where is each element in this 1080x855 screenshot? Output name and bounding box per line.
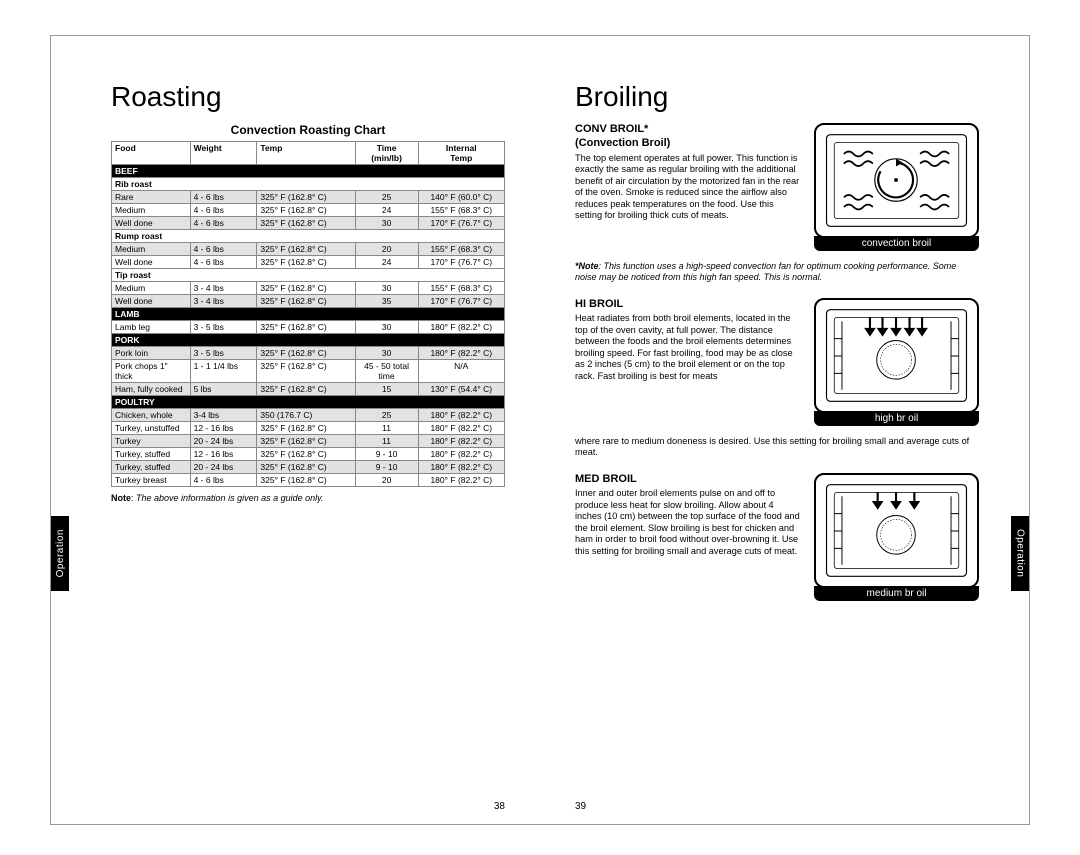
- hi-broil-body: Heat radiates from both broil elements, …: [575, 313, 800, 382]
- table-row: Lamb leg3 - 5 lbs325° F (162.8° C)30180°…: [112, 321, 505, 334]
- hi-broil-block: HI BROIL Heat radiates from both broil e…: [575, 298, 979, 426]
- table-row: Ham, fully cooked5 lbs325° F (162.8° C)1…: [112, 383, 505, 396]
- broiling-title: Broiling: [575, 81, 979, 113]
- page-number-left: 38: [494, 801, 505, 812]
- table-section-row: LAMB: [112, 308, 505, 321]
- table-row: Turkey, stuffed12 - 16 lbs325° F (162.8°…: [112, 448, 505, 461]
- hi-broil-continuation: where rare to medium doneness is desired…: [575, 436, 979, 459]
- roasting-table: FoodWeightTempTime(min/lb)InternalTemp B…: [111, 141, 505, 487]
- table-row: Rib roast: [112, 178, 505, 191]
- table-row: Medium4 - 6 lbs325° F (162.8° C)24155° F…: [112, 204, 505, 217]
- table-row: Pork loin3 - 5 lbs325° F (162.8° C)30180…: [112, 347, 505, 360]
- med-broil-block: MED BROIL Inner and outer broil elements…: [575, 473, 979, 601]
- chart-title: Convection Roasting Chart: [111, 123, 505, 137]
- hi-broil-diagram: high br oil: [814, 298, 979, 426]
- page-number-right: 39: [575, 801, 586, 812]
- conv-broil-diagram: convection broil: [814, 123, 979, 251]
- conv-broil-note: *Note: This function uses a high-speed c…: [575, 261, 979, 284]
- table-row: Pork chops 1" thick1 - 1 1/4 lbs325° F (…: [112, 360, 505, 383]
- conv-broil-body: The top element operates at full power. …: [575, 153, 800, 222]
- left-page: Roasting Convection Roasting Chart FoodW…: [51, 36, 540, 824]
- table-row: Turkey breast4 - 6 lbs325° F (162.8° C)2…: [112, 474, 505, 487]
- med-broil-heading: MED BROIL: [575, 473, 800, 487]
- table-header-row: FoodWeightTempTime(min/lb)InternalTemp: [112, 142, 505, 165]
- table-row: Chicken, whole3-4 lbs350 (176.7 C)25180°…: [112, 409, 505, 422]
- table-row: Well done3 - 4 lbs325° F (162.8° C)35170…: [112, 295, 505, 308]
- table-row: Medium3 - 4 lbs325° F (162.8° C)30155° F…: [112, 282, 505, 295]
- table-row: Rare4 - 6 lbs325° F (162.8° C)25140° F (…: [112, 191, 505, 204]
- table-row: Tip roast: [112, 269, 505, 282]
- table-body: BEEFRib roastRare4 - 6 lbs325° F (162.8°…: [112, 165, 505, 487]
- table-row: Medium4 - 6 lbs325° F (162.8° C)20155° F…: [112, 243, 505, 256]
- table-row: Rump roast: [112, 230, 505, 243]
- hi-broil-heading: HI BROIL: [575, 298, 800, 312]
- table-row: Turkey, unstuffed12 - 16 lbs325° F (162.…: [112, 422, 505, 435]
- roasting-title: Roasting: [111, 81, 505, 113]
- table-row: Turkey20 - 24 lbs325° F (162.8° C)11180°…: [112, 435, 505, 448]
- table-note: Note: The above information is given as …: [111, 493, 505, 503]
- table-section-row: BEEF: [112, 165, 505, 178]
- conv-broil-block: CONV BROIL* (Convection Broil) The top e…: [575, 123, 979, 251]
- med-broil-diagram: medium br oil: [814, 473, 979, 601]
- table-row: Turkey, stuffed20 - 24 lbs325° F (162.8°…: [112, 461, 505, 474]
- table-section-row: PORK: [112, 334, 505, 347]
- med-broil-body: Inner and outer broil elements pulse on …: [575, 488, 800, 557]
- table-row: Well done4 - 6 lbs325° F (162.8° C)24170…: [112, 256, 505, 269]
- conv-broil-heading: CONV BROIL* (Convection Broil): [575, 123, 800, 151]
- table-section-row: POULTRY: [112, 396, 505, 409]
- table-row: Well done4 - 6 lbs325° F (162.8° C)30170…: [112, 217, 505, 230]
- right-page: Broiling CONV BROIL* (Convection Broil) …: [540, 36, 1029, 824]
